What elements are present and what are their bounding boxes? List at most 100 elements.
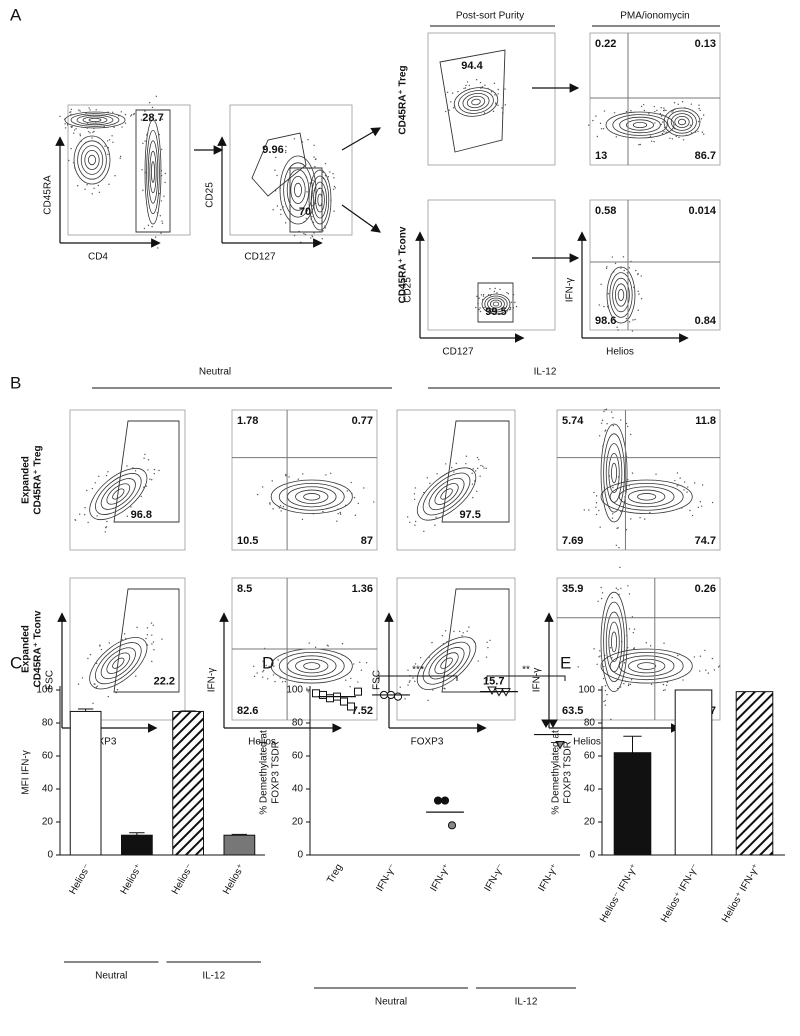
event-dot bbox=[613, 271, 614, 272]
event-dot bbox=[125, 638, 126, 639]
contour bbox=[611, 463, 616, 483]
point bbox=[355, 688, 362, 695]
event-dot bbox=[625, 681, 626, 682]
event-dot bbox=[641, 298, 642, 299]
y-axis-label: % Demethylated at bbox=[551, 730, 562, 815]
contour bbox=[601, 424, 627, 522]
event-dot bbox=[578, 666, 579, 667]
event-dot bbox=[698, 104, 699, 105]
event-dot bbox=[667, 682, 668, 683]
panel-label: B bbox=[10, 373, 21, 392]
event-dot bbox=[277, 659, 278, 660]
event-dot bbox=[335, 187, 336, 188]
event-dot bbox=[152, 107, 153, 108]
event-dot bbox=[641, 275, 642, 276]
event-dot bbox=[606, 694, 607, 695]
contour bbox=[296, 659, 328, 673]
event-dot bbox=[109, 139, 110, 140]
event-dot bbox=[268, 666, 269, 667]
event-dot bbox=[617, 589, 618, 590]
y-axis-label: IFN-γ bbox=[532, 668, 543, 692]
event-dot bbox=[120, 156, 121, 157]
event-dot bbox=[353, 663, 354, 664]
event-dot bbox=[93, 188, 94, 189]
event-dot bbox=[453, 471, 454, 472]
event-dot bbox=[302, 473, 303, 474]
event-dot bbox=[483, 467, 484, 468]
event-dot bbox=[108, 147, 109, 148]
event-dot bbox=[304, 221, 305, 222]
quadrant-value: 74.7 bbox=[695, 535, 716, 547]
event-dot bbox=[616, 528, 617, 529]
event-dot bbox=[330, 473, 331, 474]
event-dot bbox=[107, 111, 108, 112]
event-dot bbox=[89, 109, 90, 110]
event-dot bbox=[332, 173, 333, 174]
event-dot bbox=[306, 218, 307, 219]
bar bbox=[70, 711, 101, 855]
event-dot bbox=[484, 84, 485, 85]
event-dot bbox=[702, 132, 703, 133]
event-dot bbox=[337, 513, 338, 514]
event-dot bbox=[101, 649, 102, 650]
event-dot bbox=[627, 479, 628, 480]
event-dot bbox=[78, 683, 79, 684]
contour bbox=[668, 111, 697, 133]
event-dot bbox=[656, 110, 657, 111]
event-dot bbox=[686, 491, 687, 492]
event-dot bbox=[618, 547, 619, 548]
event-dot bbox=[134, 113, 135, 114]
event-dot bbox=[651, 684, 652, 685]
event-dot bbox=[616, 588, 617, 589]
event-dot bbox=[719, 665, 720, 666]
event-dot bbox=[672, 138, 673, 139]
row-label: CD45RA⁺ Tconv bbox=[33, 610, 44, 687]
event-dot bbox=[423, 492, 424, 493]
event-dot bbox=[311, 216, 312, 217]
event-dot bbox=[113, 127, 114, 128]
y-tick-label: 40 bbox=[42, 784, 54, 795]
event-dot bbox=[596, 495, 597, 496]
contour bbox=[604, 434, 625, 512]
event-dot bbox=[144, 228, 145, 229]
event-dot bbox=[294, 235, 295, 236]
event-dot bbox=[702, 484, 703, 485]
gate-value: 94.4 bbox=[461, 60, 483, 72]
y-tick-label: 40 bbox=[584, 784, 596, 795]
event-dot bbox=[322, 230, 323, 231]
event-dot bbox=[478, 660, 479, 661]
event-dot bbox=[611, 274, 612, 275]
y-tick-label: 100 bbox=[36, 685, 53, 696]
event-dot bbox=[91, 137, 92, 138]
event-dot bbox=[347, 490, 348, 491]
event-dot bbox=[703, 114, 704, 115]
event-dot bbox=[74, 129, 75, 130]
event-dot bbox=[475, 470, 476, 471]
event-dot bbox=[147, 634, 148, 635]
event-dot bbox=[606, 408, 607, 409]
event-dot bbox=[683, 489, 684, 490]
event-dot bbox=[662, 133, 663, 134]
event-dot bbox=[161, 638, 162, 639]
event-dot bbox=[153, 625, 154, 626]
contour bbox=[318, 194, 322, 206]
event-dot bbox=[604, 430, 605, 431]
event-dot bbox=[662, 121, 663, 122]
event-dot bbox=[282, 681, 283, 682]
point bbox=[448, 822, 455, 829]
event-dot bbox=[104, 145, 105, 146]
event-dot bbox=[161, 221, 162, 222]
event-dot bbox=[608, 293, 609, 294]
event-dot bbox=[630, 434, 631, 435]
event-dot bbox=[655, 473, 656, 474]
event-dot bbox=[313, 222, 314, 223]
column-header: Post-sort Purity bbox=[456, 11, 524, 22]
event-dot bbox=[661, 124, 662, 125]
event-dot bbox=[96, 687, 97, 688]
event-dot bbox=[75, 128, 76, 129]
event-dot bbox=[355, 515, 356, 516]
y-tick-label: 60 bbox=[42, 751, 54, 762]
event-dot bbox=[280, 209, 281, 210]
x-tick-label: Helios⁺ bbox=[119, 862, 145, 896]
event-dot bbox=[428, 656, 429, 657]
